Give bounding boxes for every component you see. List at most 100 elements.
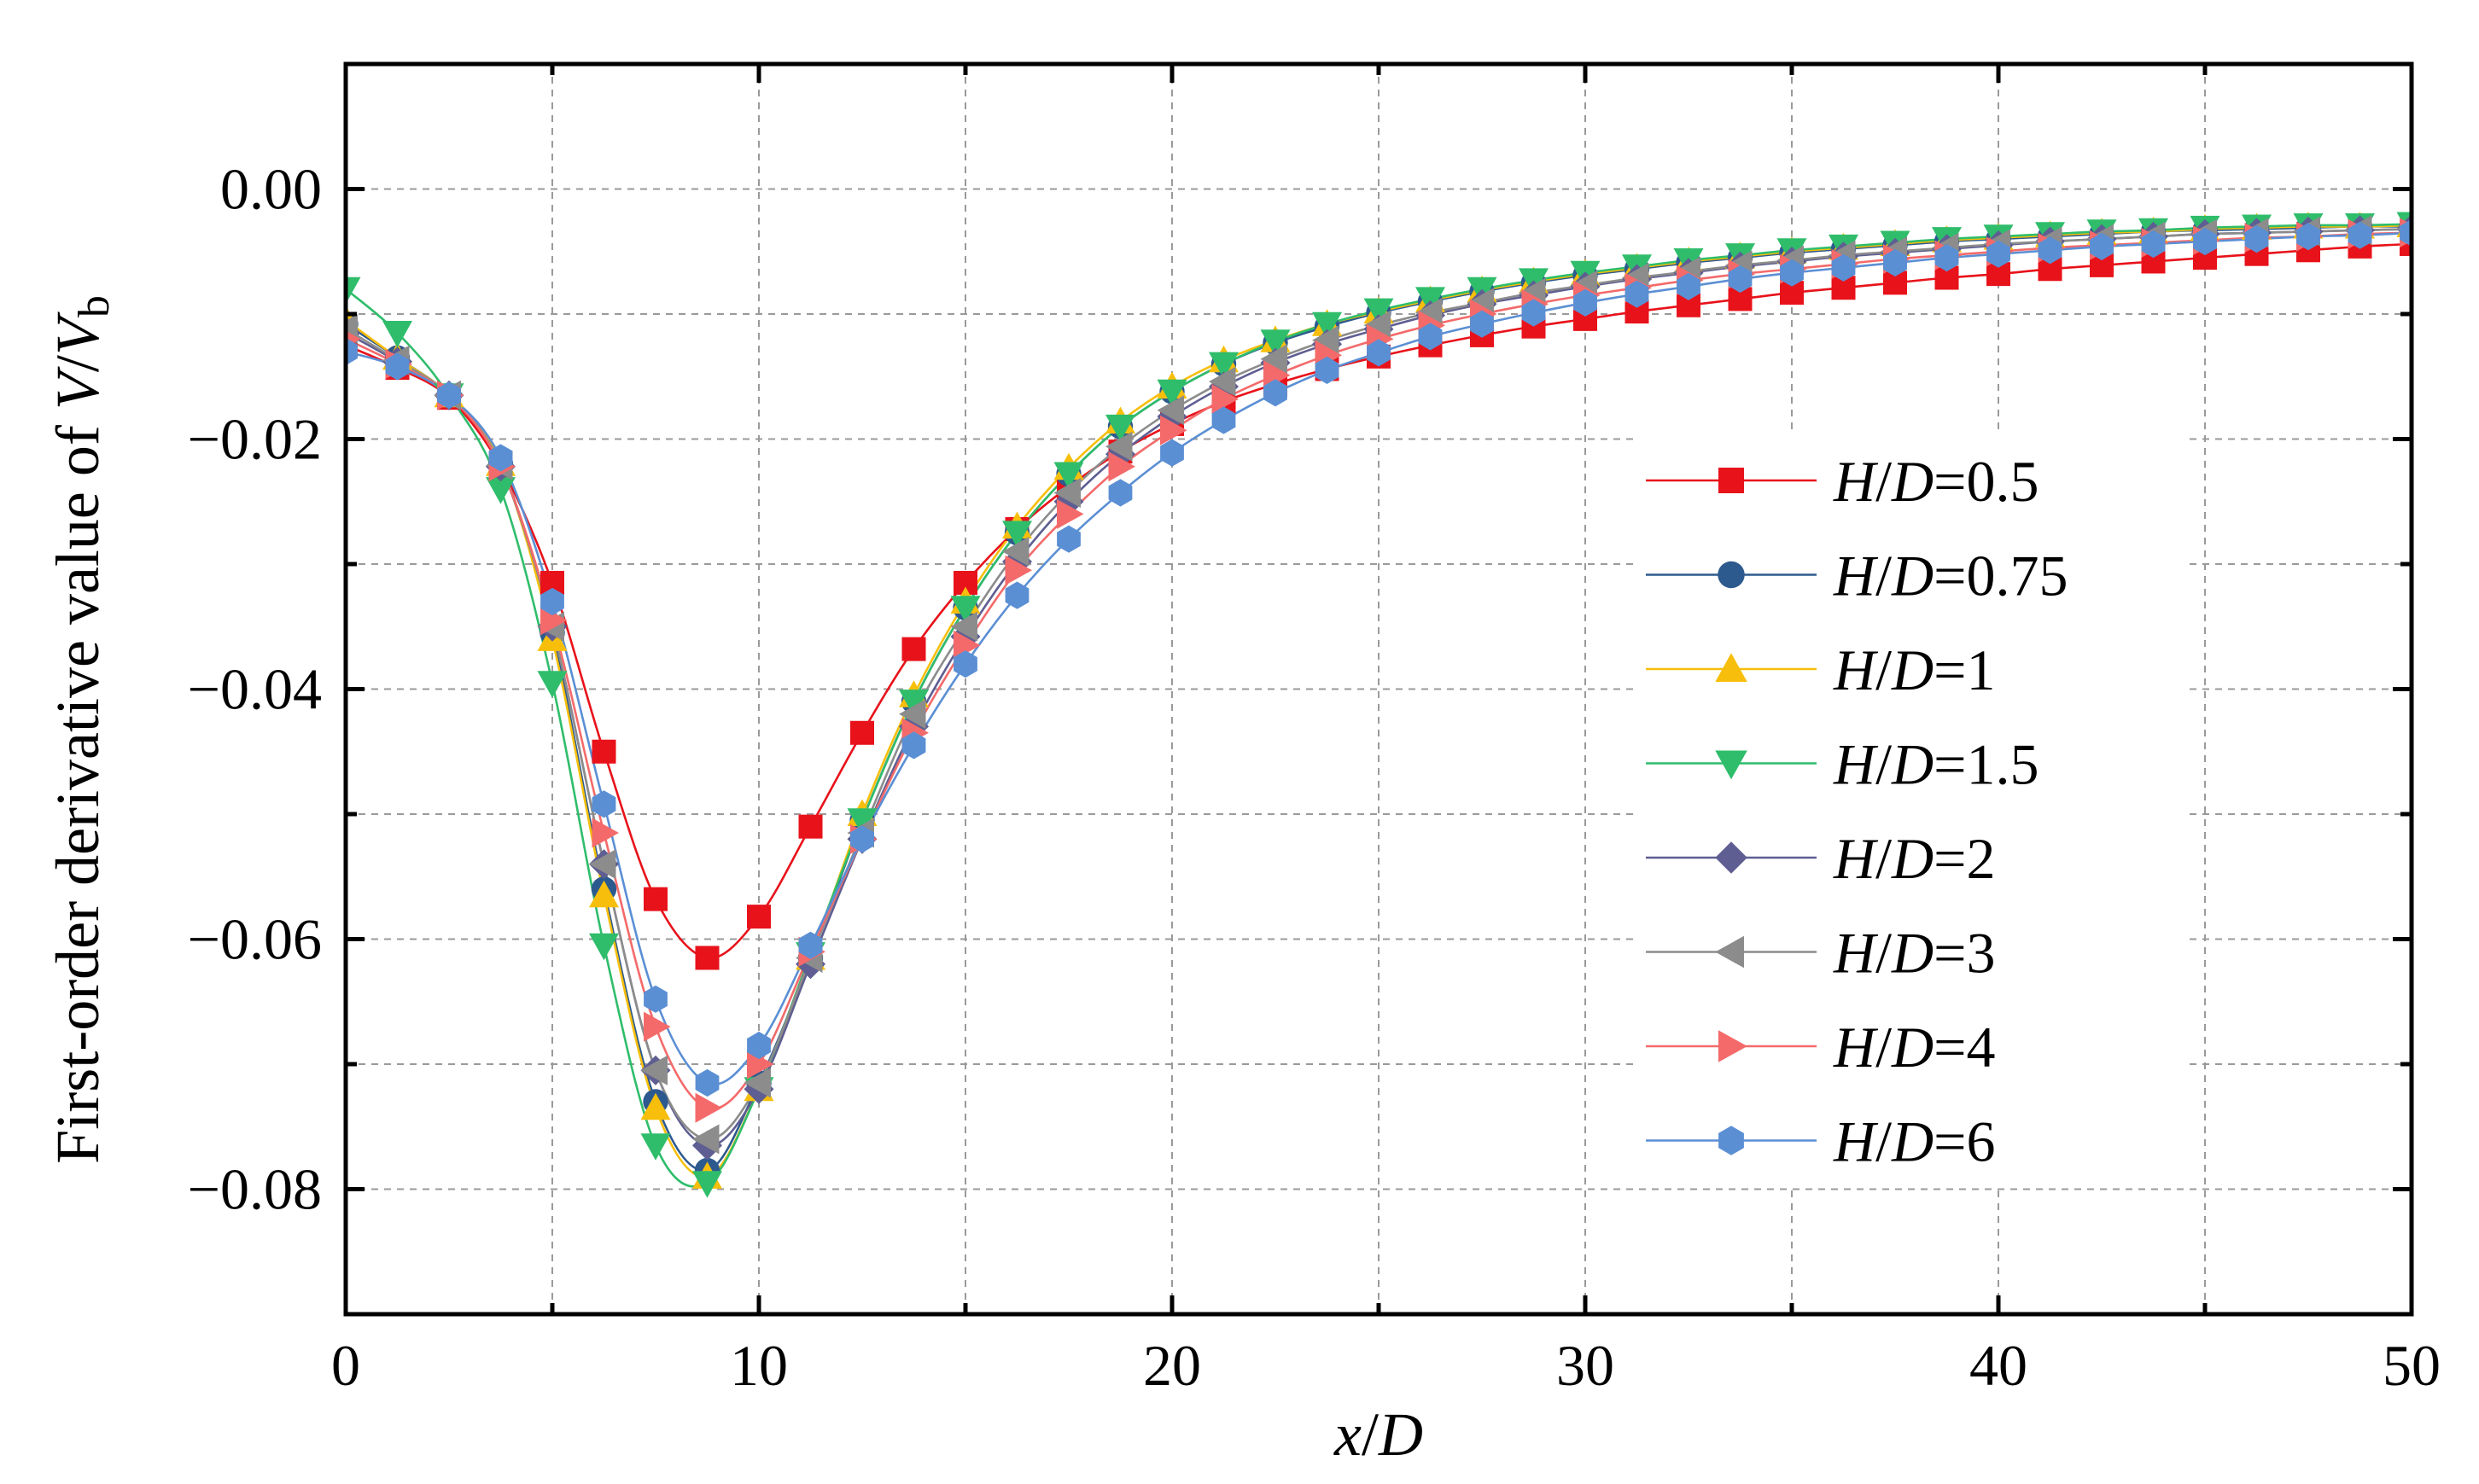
- data-point: [1363, 310, 1391, 340]
- data-point: [2296, 223, 2320, 251]
- data-point: [747, 1049, 774, 1080]
- legend-label: H/D=3: [1833, 921, 1995, 986]
- data-point: [695, 1092, 722, 1123]
- data-point: [1573, 288, 1597, 317]
- data-point: [1002, 536, 1030, 567]
- data-point: [692, 1124, 720, 1155]
- data-point: [695, 946, 720, 970]
- data-point: [540, 587, 564, 616]
- data-point: [1157, 379, 1187, 407]
- x-tick-label: 0: [331, 1333, 360, 1398]
- data-point: [2348, 221, 2372, 249]
- data-point: [954, 650, 977, 678]
- legend-marker: [1718, 1126, 1744, 1155]
- legend-label: H/D=1.5: [1833, 732, 2039, 797]
- data-point: [1211, 384, 1239, 415]
- data-point: [1260, 344, 1287, 375]
- legend-box: [1635, 435, 2190, 1186]
- legend-marker: [1715, 653, 1747, 682]
- data-point: [798, 931, 823, 959]
- data-point: [1209, 366, 1236, 397]
- data-point: [1108, 479, 1133, 507]
- data-point: [488, 444, 513, 472]
- data-point: [744, 1068, 771, 1098]
- legend-marker: [1718, 468, 1744, 493]
- data-point: [1780, 259, 1804, 287]
- data-point: [1831, 253, 1856, 282]
- data-point: [1315, 356, 1339, 384]
- y-tick-label: −0.06: [188, 907, 322, 972]
- data-point: [692, 1171, 722, 1198]
- y-tick-label: 0.00: [220, 157, 322, 222]
- data-point: [901, 637, 926, 661]
- data-point: [2244, 225, 2269, 253]
- data-point: [640, 1133, 671, 1161]
- data-point: [1521, 299, 1546, 327]
- data-point: [640, 1055, 668, 1085]
- data-point: [1057, 525, 1081, 553]
- data-point: [644, 887, 668, 911]
- data-point: [1263, 379, 1287, 407]
- data-point: [1934, 244, 1959, 272]
- legend-label: H/D=6: [1833, 1109, 1995, 1174]
- x-tick-label: 30: [1556, 1333, 1614, 1398]
- data-point: [537, 671, 568, 698]
- legend-label: H/D=0.75: [1833, 544, 2068, 608]
- data-point: [1260, 329, 1291, 357]
- x-tick-label: 20: [1143, 1333, 1201, 1398]
- data-point: [950, 611, 977, 642]
- data-point: [695, 1068, 720, 1097]
- data-point: [385, 352, 410, 381]
- data-point: [1160, 415, 1187, 445]
- series-line: [346, 242, 2412, 959]
- data-point: [1053, 478, 1081, 508]
- legend-marker: [1715, 841, 1747, 874]
- data-point: [644, 1011, 671, 1042]
- data-point: [850, 720, 874, 745]
- data-point: [2141, 230, 2166, 259]
- y-tick-label: −0.08: [188, 1157, 322, 1222]
- data-point: [1312, 311, 1342, 340]
- data-point: [592, 790, 616, 818]
- data-point: [747, 905, 771, 929]
- data-point: [798, 814, 823, 839]
- data-point: [1057, 498, 1084, 529]
- data-point: [954, 630, 981, 661]
- legend-marker: [1715, 935, 1744, 969]
- data-point: [1002, 521, 1032, 548]
- data-point: [1160, 439, 1184, 467]
- data-point: [1728, 265, 1753, 294]
- legend-marker: [1715, 750, 1747, 780]
- data-point: [1312, 325, 1339, 356]
- data-point: [589, 849, 616, 880]
- x-tick-label: 40: [1969, 1333, 2027, 1398]
- legend-marker: [1718, 561, 1745, 589]
- data-point: [644, 985, 668, 1013]
- data-point: [1005, 555, 1032, 585]
- legend: H/D=0.5 H/D=0.75 H/D=1 H/D=1.5 H/D=2 H/D=3 H/D…: [1646, 449, 2068, 1174]
- data-point: [1157, 395, 1184, 426]
- data-point: [847, 808, 878, 835]
- series-markers: [346, 210, 2412, 1198]
- data-point: [1883, 248, 1907, 276]
- data-point: [1108, 451, 1135, 482]
- data-point: [1209, 352, 1239, 380]
- data-point: [2193, 227, 2217, 256]
- data-point: [1367, 339, 1391, 367]
- axis-ticks: 0 10 20 30 40 50 0.00 −0.02 −0.04 −0.06 −0.08: [188, 64, 2441, 1398]
- data-point: [1418, 323, 1443, 351]
- data-point: [2090, 232, 2114, 260]
- y-axis-title: First-order derivative value of V/Vb: [44, 295, 119, 1164]
- data-point: [1677, 272, 1700, 300]
- data-point: [1363, 298, 1394, 326]
- data-point: [589, 880, 619, 908]
- data-point: [899, 690, 929, 717]
- data-point: [747, 1031, 771, 1060]
- y-tick-label: −0.02: [188, 407, 322, 472]
- data-point: [1005, 581, 1030, 609]
- data-point: [592, 739, 616, 764]
- data-point: [1211, 406, 1236, 434]
- legend-marker: [1718, 1030, 1747, 1062]
- data-point: [1986, 240, 2010, 268]
